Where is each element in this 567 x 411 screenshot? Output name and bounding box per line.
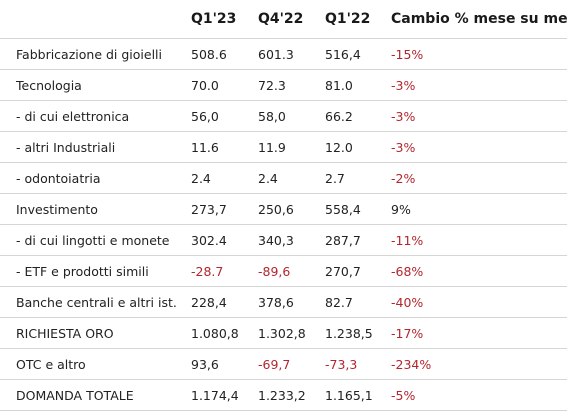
cell-q1-22: 81.0 xyxy=(325,69,391,101)
cell-q1-23: 1.080,8 xyxy=(191,317,258,349)
cell-q1-23: -28.7 xyxy=(191,255,258,287)
cell-change: -2% xyxy=(391,162,567,194)
header-q1-22: Q1'22 xyxy=(325,11,371,27)
cell-q1-23: 11.6 xyxy=(191,131,258,163)
row-label: - di cui elettronica xyxy=(0,100,191,132)
table-row: - di cui elettronica 56,0 58,0 66.2 -3% xyxy=(0,100,567,132)
table-row: Fabbricazione di gioielli 508.6 601.3 516,4… xyxy=(0,38,567,70)
cell-change: -5% xyxy=(391,379,567,411)
table-row: - odontoiatria 2.4 2.4 2.7 -2% xyxy=(0,162,567,194)
cell-q4-22: 58,0 xyxy=(258,100,325,132)
cell-q1-23: 302.4 xyxy=(191,224,258,256)
row-label: - di cui lingotti e monete xyxy=(0,224,191,256)
cell-q4-22: 72.3 xyxy=(258,69,325,101)
cell-q4-22: 250,6 xyxy=(258,193,325,225)
cell-change: -3% xyxy=(391,100,567,132)
cell-change: -11% xyxy=(391,224,567,256)
cell-q4-22: 378,6 xyxy=(258,286,325,318)
cell-q1-23: 93,6 xyxy=(191,348,258,380)
cell-q1-22: 66.2 xyxy=(325,100,391,132)
cell-change: -3% xyxy=(391,69,567,101)
row-label: Fabbricazione di gioielli xyxy=(0,38,191,70)
cell-q1-23: 1.174,4 xyxy=(191,379,258,411)
cell-q4-22: 1.233,2 xyxy=(258,379,325,411)
cell-q1-22: 287,7 xyxy=(325,224,391,256)
cell-q1-23: 508.6 xyxy=(191,38,258,70)
cell-q4-22: 11.9 xyxy=(258,131,325,163)
cell-q1-23: 56,0 xyxy=(191,100,258,132)
cell-q1-22: 2.7 xyxy=(325,162,391,194)
row-label: Tecnologia xyxy=(0,69,191,101)
cell-q1-22: 270,7 xyxy=(325,255,391,287)
cell-change: -17% xyxy=(391,317,567,349)
cell-change: -40% xyxy=(391,286,567,318)
row-label: OTC e altro xyxy=(0,348,191,380)
cell-q4-22: -69,7 xyxy=(258,348,325,380)
cell-change: 9% xyxy=(391,193,567,225)
cell-q1-23: 228,4 xyxy=(191,286,258,318)
row-label: Investimento xyxy=(0,193,191,225)
header-q1-23: Q1'23 xyxy=(191,11,237,27)
cell-q1-22: 12.0 xyxy=(325,131,391,163)
table-body: Fabbricazione di gioielli 508.6 601.3 516,4… xyxy=(0,38,567,411)
header-q4-22: Q4'22 xyxy=(258,11,304,27)
cell-q1-22: -73,3 xyxy=(325,348,391,380)
cell-q1-22: 1.165,1 xyxy=(325,379,391,411)
cell-q1-22: 516,4 xyxy=(325,38,391,70)
row-label: RICHIESTA ORO xyxy=(0,317,191,349)
row-label: Banche centrali e altri ist. xyxy=(0,286,191,318)
cell-change: -234% xyxy=(391,348,567,380)
table-header-row: Q1'23 Q4'22 Q1'22 Cambio % mese su mese xyxy=(0,0,567,39)
cell-q1-22: 558,4 xyxy=(325,193,391,225)
table-row: - ETF e prodotti simili -28.7 -89,6 270,7 -6… xyxy=(0,255,567,287)
cell-q1-22: 1.238,5 xyxy=(325,317,391,349)
row-label: - ETF e prodotti simili xyxy=(0,255,191,287)
row-label: - odontoiatria xyxy=(0,162,191,194)
table-row: RICHIESTA ORO 1.080,8 1.302,8 1.238,5 -17% xyxy=(0,317,567,349)
table-row: Banche centrali e altri ist. 228,4 378,6 82… xyxy=(0,286,567,318)
cell-q4-22: 601.3 xyxy=(258,38,325,70)
cell-change: -15% xyxy=(391,38,567,70)
cell-change: -3% xyxy=(391,131,567,163)
table-row: - di cui lingotti e monete 302.4 340,3 287,… xyxy=(0,224,567,256)
cell-q1-23: 70.0 xyxy=(191,69,258,101)
table-row: Tecnologia 70.0 72.3 81.0 -3% xyxy=(0,69,567,101)
cell-q4-22: 2.4 xyxy=(258,162,325,194)
cell-q4-22: 1.302,8 xyxy=(258,317,325,349)
cell-q1-23: 2.4 xyxy=(191,162,258,194)
table-row: DOMANDA TOTALE 1.174,4 1.233,2 1.165,1 -5% xyxy=(0,379,567,411)
table-row: OTC e altro 93,6 -69,7 -73,3 -234% xyxy=(0,348,567,380)
cell-q4-22: 340,3 xyxy=(258,224,325,256)
cell-q1-23: 273,7 xyxy=(191,193,258,225)
header-label-column xyxy=(0,0,191,39)
row-label: - altri Industriali xyxy=(0,131,191,163)
table-row: - altri Industriali 11.6 11.9 12.0 -3% xyxy=(0,131,567,163)
header-change: Cambio % mese su mese xyxy=(391,11,567,27)
row-label: DOMANDA TOTALE xyxy=(0,379,191,411)
cell-change: -68% xyxy=(391,255,567,287)
cell-q4-22: -89,6 xyxy=(258,255,325,287)
table-row: Investimento 273,7 250,6 558,4 9% xyxy=(0,193,567,225)
cell-q1-22: 82.7 xyxy=(325,286,391,318)
